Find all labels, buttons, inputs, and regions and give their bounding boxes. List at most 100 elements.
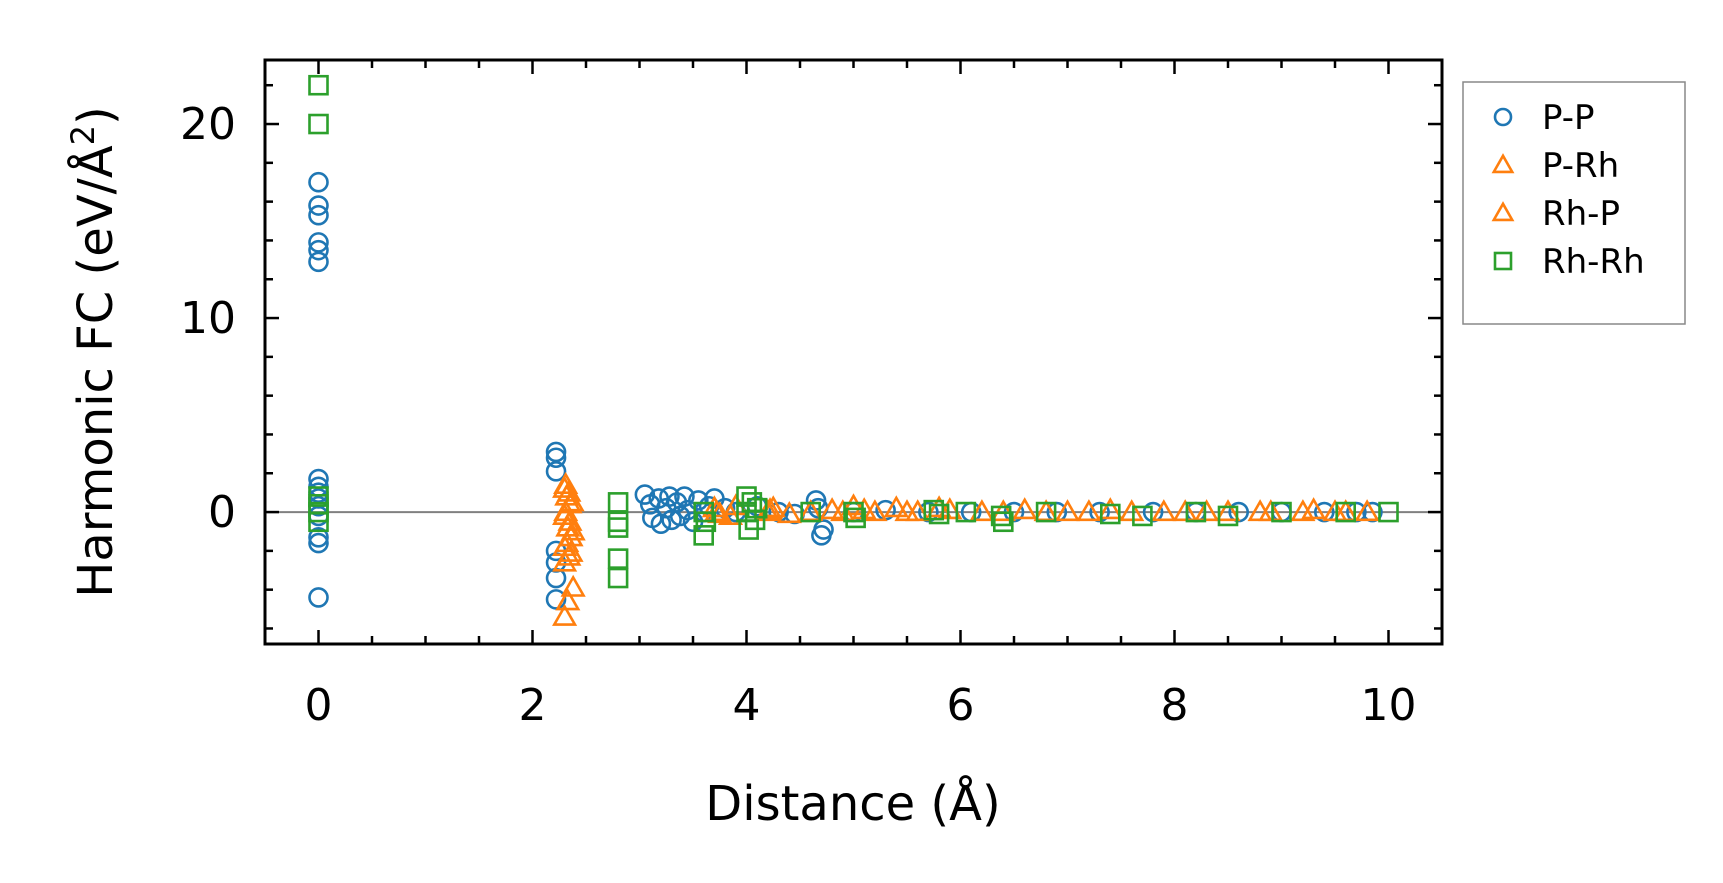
data-point — [545, 441, 567, 463]
data-point — [1215, 499, 1241, 522]
data-point — [607, 492, 629, 513]
data-point — [928, 503, 950, 525]
data-point — [1151, 499, 1177, 522]
data-point — [545, 461, 567, 482]
data-point — [1035, 501, 1057, 523]
data-point — [558, 539, 584, 562]
data-point — [674, 486, 695, 507]
data-point — [555, 588, 581, 611]
data-point — [1172, 499, 1198, 522]
data-point — [830, 499, 856, 522]
data-point — [308, 526, 329, 548]
data-point — [717, 502, 744, 526]
legend-item-rh-rh: Rh-Rh — [1493, 242, 1645, 282]
data-point — [757, 497, 783, 520]
data-point — [840, 493, 867, 516]
data-point — [607, 548, 629, 569]
data-point — [308, 587, 329, 608]
legend-label: Rh-Rh — [1542, 242, 1645, 282]
data-point — [738, 519, 759, 540]
data-point — [1076, 499, 1102, 522]
data-point — [800, 501, 822, 523]
plot-area — [263, 58, 1444, 646]
data-point — [845, 507, 866, 529]
x-tick-label: 6 — [947, 680, 975, 731]
data-point — [1271, 501, 1292, 523]
data-point — [883, 495, 909, 518]
data-point — [607, 567, 629, 589]
legend-items: P-P P-Rh Rh-P Rh-Rh — [1491, 98, 1645, 282]
data-points — [308, 74, 1399, 626]
data-point — [559, 489, 585, 512]
data-point — [1054, 499, 1081, 522]
data-point — [969, 499, 995, 522]
data-point — [990, 499, 1016, 522]
x-tick-label: 0 — [305, 680, 333, 731]
data-point — [308, 74, 329, 96]
data-point — [1185, 501, 1207, 523]
y-axis-label: Harmonic FC (eV/Å2) — [64, 106, 124, 598]
data-point — [923, 499, 945, 521]
data-point — [560, 574, 586, 597]
data-point — [1194, 499, 1220, 522]
data-point — [695, 511, 717, 533]
y-axis-label-superscript: 2 — [64, 125, 102, 145]
x-axis-label: Distance (Å) — [705, 775, 1000, 832]
y-axis-label-close: ) — [68, 106, 124, 125]
legend-marker-triangle — [1491, 201, 1515, 222]
legend-item-p-rh: P-Rh — [1491, 146, 1619, 186]
data-point — [926, 495, 952, 518]
data-point — [1012, 497, 1038, 520]
data-point — [1217, 505, 1239, 527]
legend-item-p-p: P-P — [1493, 98, 1595, 138]
legend-label: Rh-P — [1542, 194, 1620, 234]
data-point — [557, 508, 583, 531]
data-point — [746, 497, 768, 519]
data-point — [607, 511, 629, 533]
series-rh-rh — [308, 74, 1399, 589]
data-point — [1100, 503, 1121, 525]
data-point — [776, 501, 802, 524]
data-point — [703, 499, 730, 522]
data-point — [843, 501, 864, 523]
data-point — [607, 517, 629, 538]
data-point — [1247, 499, 1273, 522]
data-point — [552, 549, 578, 572]
axis-tick-labels: 0 2 4 6 8 10 0 10 20 — [180, 99, 1417, 731]
data-point — [1354, 499, 1380, 522]
data-point — [545, 589, 567, 610]
series-p-p — [308, 171, 1383, 610]
data-point — [308, 232, 329, 253]
data-point — [736, 486, 757, 507]
x-tick-label: 8 — [1161, 680, 1189, 731]
y-tick-label: 20 — [180, 99, 236, 150]
data-point — [1378, 501, 1399, 523]
data-point — [760, 495, 786, 518]
legend: P-P P-Rh Rh-P Rh-Rh — [1462, 81, 1686, 325]
legend-item-rh-p: Rh-P — [1491, 194, 1620, 234]
data-point — [813, 519, 834, 540]
data-point — [308, 113, 329, 135]
y-axis-label-main: Harmonic FC (eV/Å — [67, 145, 124, 598]
data-point — [552, 603, 578, 626]
axis-ticks — [263, 60, 1444, 644]
data-point — [688, 490, 709, 511]
series-rh-p — [552, 471, 1359, 626]
x-tick-label: 10 — [1361, 680, 1417, 731]
legend-label: P-P — [1542, 98, 1595, 138]
x-tick-label: 4 — [733, 680, 761, 731]
data-point — [308, 251, 329, 273]
legend-marker-square — [1493, 251, 1513, 271]
data-point — [545, 447, 567, 469]
data-point — [308, 195, 329, 216]
y-tick-label: 0 — [208, 487, 236, 538]
data-point — [308, 204, 329, 226]
data-point — [1258, 499, 1284, 522]
legend-marker-circle — [1493, 107, 1513, 127]
data-point — [308, 239, 329, 261]
data-point — [1132, 505, 1153, 527]
y-tick-label: 10 — [180, 293, 236, 344]
data-point — [634, 484, 656, 505]
legend-marker-triangle — [1491, 153, 1515, 174]
